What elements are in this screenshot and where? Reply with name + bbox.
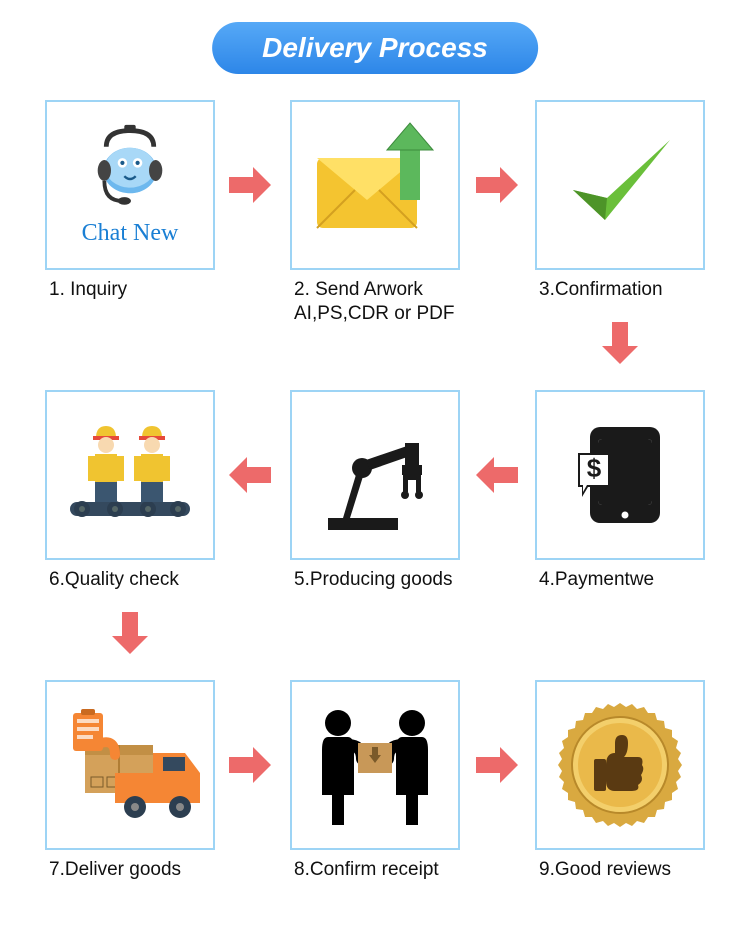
arrow-4-5 [472, 450, 522, 500]
step-confirm-box [535, 100, 705, 270]
step-reviews: 9.Good reviews [535, 680, 705, 882]
step-inquiry: Chat New 1. Inquiry [45, 100, 215, 302]
envelope-upload-icon [305, 120, 445, 250]
arrow-7-8 [225, 740, 275, 790]
step-receipt-box [290, 680, 460, 850]
arrow-8-9 [472, 740, 522, 790]
arrow-3-4 [595, 318, 645, 368]
step-producing: 5.Producing goods [290, 390, 460, 592]
step-artwork-box [290, 100, 460, 270]
arrow-2-3 [472, 160, 522, 210]
step-artwork-label: 2. Send Arwork AI,PS,CDR or PDF [290, 278, 460, 326]
workers-icon [60, 410, 200, 540]
svg-text:$: $ [587, 453, 602, 483]
step-receipt: 8.Confirm receipt [290, 680, 460, 882]
chat-label: Chat New [82, 220, 179, 247]
step-reviews-box [535, 680, 705, 850]
handoff-icon [300, 695, 450, 835]
page-title: Delivery Process [212, 22, 538, 74]
step-quality: 6.Quality check [45, 390, 215, 592]
step-payment-box: $ [535, 390, 705, 560]
arrow-1-2 [225, 160, 275, 210]
step-payment-label: 4.Paymentwe [535, 568, 705, 592]
arrow-6-7 [105, 608, 155, 658]
step-receipt-label: 8.Confirm receipt [290, 858, 460, 882]
payment-icon: $ [560, 415, 680, 535]
step-confirm-label: 3.Confirmation [535, 278, 705, 302]
checkmark-icon [555, 120, 685, 250]
robot-arm-icon [310, 410, 440, 540]
step-quality-box [45, 390, 215, 560]
arrow-5-6 [225, 450, 275, 500]
step-deliver: 7.Deliver goods [45, 680, 215, 882]
step-artwork: 2. Send Arwork AI,PS,CDR or PDF [290, 100, 460, 326]
step-inquiry-label: 1. Inquiry [45, 278, 215, 302]
step-quality-label: 6.Quality check [45, 568, 215, 592]
step-producing-label: 5.Producing goods [290, 568, 460, 592]
step-deliver-label: 7.Deliver goods [45, 858, 215, 882]
step-deliver-box [45, 680, 215, 850]
step-payment: $ 4.Paymentwe [535, 390, 705, 592]
award-badge-icon [550, 695, 690, 835]
chat-icon [80, 123, 180, 218]
step-confirm: 3.Confirmation [535, 100, 705, 302]
step-reviews-label: 9.Good reviews [535, 858, 705, 882]
step-inquiry-box: Chat New [45, 100, 215, 270]
delivery-truck-icon [55, 695, 205, 835]
step-producing-box [290, 390, 460, 560]
